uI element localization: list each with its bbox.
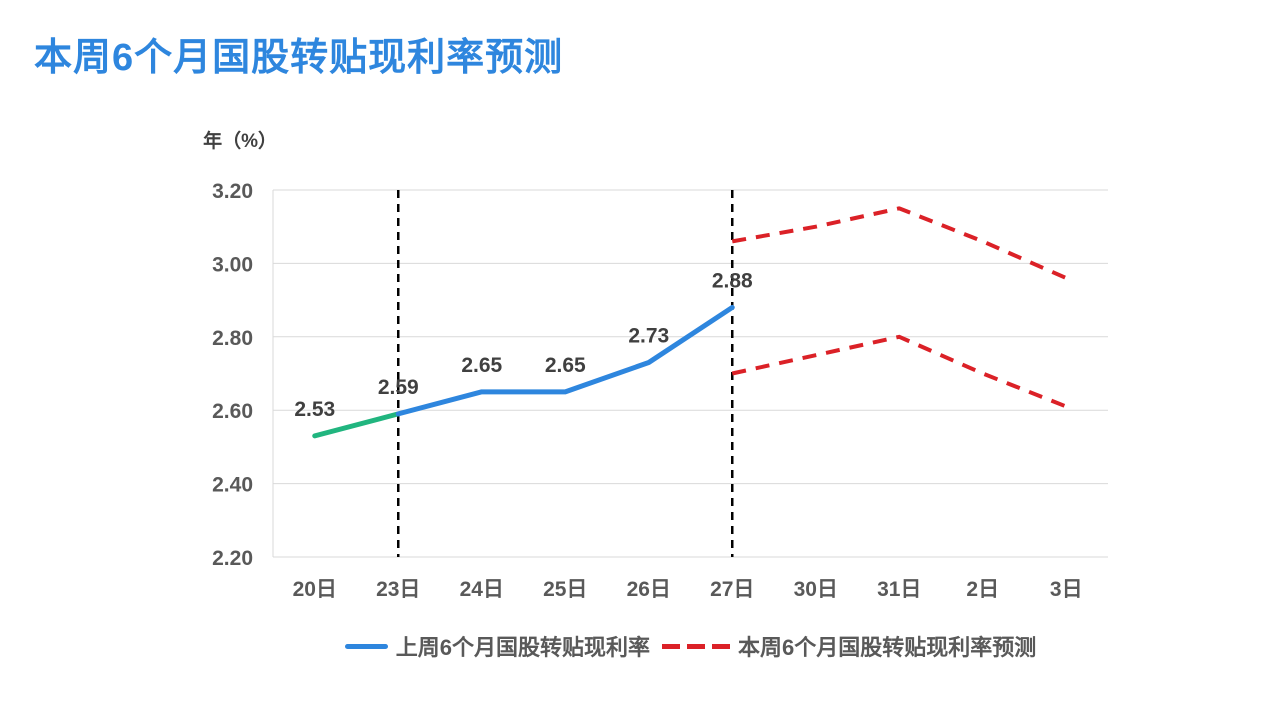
x-axis-tick-label: 2日	[966, 578, 999, 601]
x-axis-tick-label: 23日	[376, 578, 420, 601]
x-axis-tick-label: 30日	[794, 578, 838, 601]
y-axis-tick-label: 2.20	[212, 547, 253, 570]
y-axis-tick-label: 3.00	[212, 253, 253, 276]
legend-label-forecast: 本周6个月国股转贴现利率预测	[738, 635, 1037, 660]
data-point-label: 2.65	[461, 354, 502, 377]
y-axis-tick-label: 2.80	[212, 327, 253, 350]
x-axis-tick-label: 25日	[543, 578, 587, 601]
data-point-label: 2.59	[378, 376, 419, 399]
x-axis-tick-label: 24日	[460, 578, 504, 601]
y-axis-tick-label: 2.60	[212, 400, 253, 423]
actual-line-first-segment	[312, 411, 401, 439]
data-point-label: 2.53	[294, 398, 335, 421]
data-point-label: 2.65	[545, 354, 586, 377]
y-axis-unit-label: 年（%）	[203, 129, 277, 152]
x-axis-tick-label: 27日	[710, 578, 754, 601]
forecast-lower-line	[731, 334, 1067, 409]
y-axis-tick-label: 3.20	[212, 180, 253, 203]
data-point-label: 2.73	[628, 324, 669, 347]
red-dashed-line-swatch-icon	[662, 643, 730, 649]
blue-solid-line-swatch-icon	[344, 643, 388, 649]
legend-label-actual: 上周6个月国股转贴现利率	[395, 635, 650, 660]
legend-item-actual: 上周6个月国股转贴现利率	[344, 630, 650, 662]
x-axis-tick-label: 3日	[1050, 578, 1083, 601]
forecast-upper-line	[731, 206, 1068, 280]
red-dash	[687, 643, 705, 649]
x-axis-tick-label: 26日	[627, 578, 671, 601]
data-point-label: 2.88	[712, 269, 753, 292]
chart-legend: 上周6个月国股转贴现利率 本周6个月国股转贴现利率预测	[273, 630, 1108, 662]
x-axis-tick-label: 31日	[877, 578, 921, 601]
x-axis-tick-label: 20日	[293, 578, 337, 601]
red-dash	[662, 643, 680, 649]
page-title: 本周6个月国股转贴现利率预测	[34, 37, 564, 79]
red-dash	[712, 643, 730, 649]
legend-item-forecast: 本周6个月国股转贴现利率预测	[662, 630, 1036, 662]
y-axis-tick-label: 2.40	[212, 474, 253, 497]
actual-line	[395, 304, 735, 417]
